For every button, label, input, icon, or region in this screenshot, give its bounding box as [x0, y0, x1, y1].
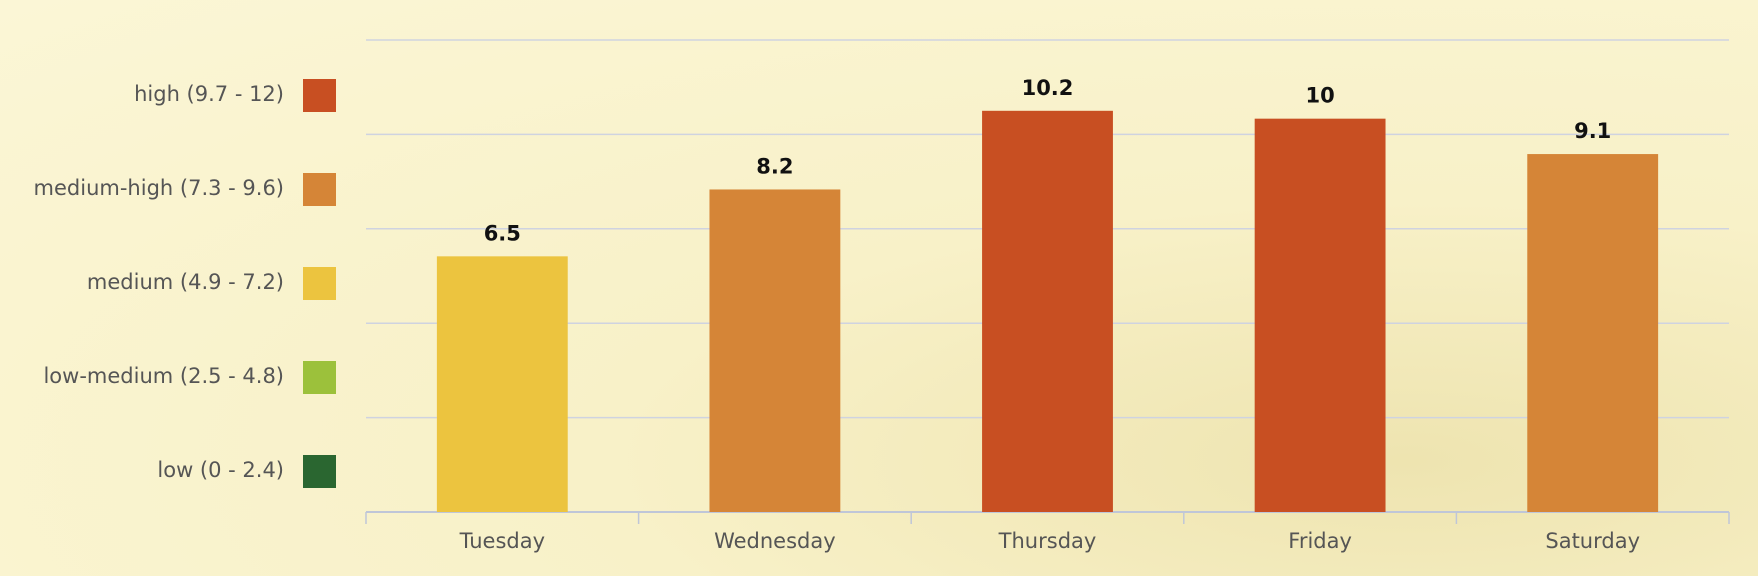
legend-label: medium-high (7.3 - 9.6) — [34, 176, 284, 200]
x-tick-label: Thursday — [998, 529, 1097, 553]
legend-swatch — [303, 173, 336, 206]
legend-swatch — [303, 455, 336, 488]
x-tick-label: Friday — [1288, 529, 1352, 553]
legend-label: low-medium (2.5 - 4.8) — [43, 364, 284, 388]
value-label: 8.2 — [756, 154, 793, 178]
value-label: 10.2 — [1022, 76, 1074, 100]
bar — [1254, 118, 1386, 513]
legend-swatch — [303, 267, 336, 300]
bar — [1527, 154, 1659, 513]
value-label: 10 — [1305, 84, 1334, 108]
legend-swatch — [303, 79, 336, 112]
x-tick-label: Saturday — [1545, 529, 1640, 553]
bar — [982, 110, 1113, 513]
legend-label: high (9.7 - 12) — [134, 82, 284, 106]
legend-label: medium (4.9 - 7.2) — [87, 270, 284, 294]
legend-label: low (0 - 2.4) — [157, 458, 284, 482]
x-tick-label: Wednesday — [714, 529, 836, 553]
x-tick-label: Tuesday — [459, 529, 545, 553]
bar — [436, 256, 568, 512]
bar — [709, 189, 841, 512]
value-label: 6.5 — [484, 221, 521, 245]
value-label: 9.1 — [1574, 119, 1611, 143]
legend-swatch — [303, 361, 336, 394]
